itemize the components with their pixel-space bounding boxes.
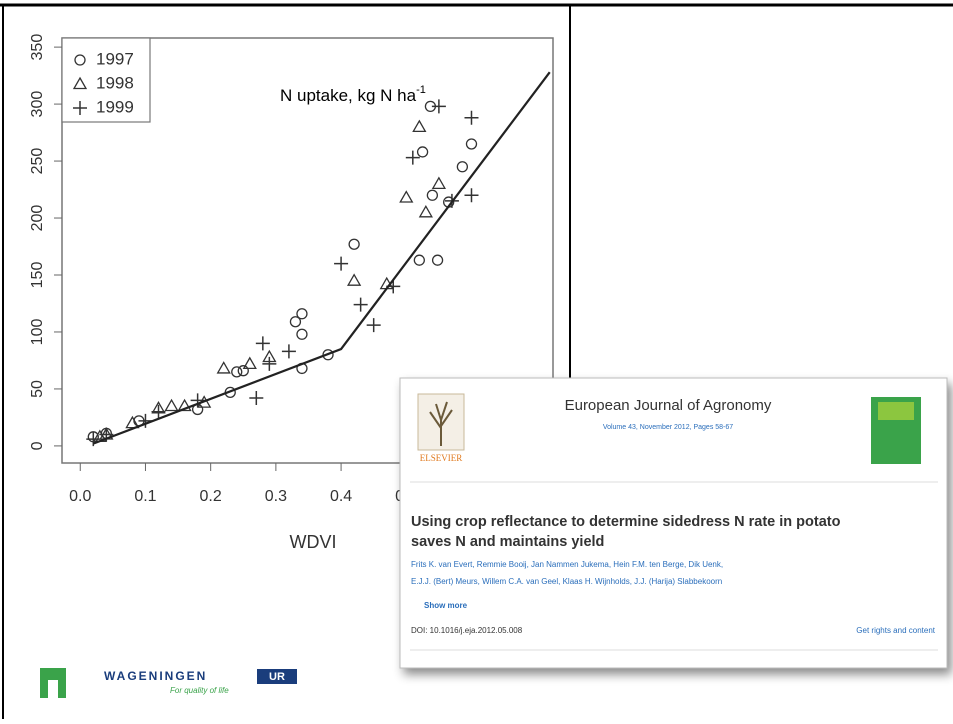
point (432, 99, 446, 113)
y-tick-label: 250 (29, 148, 46, 175)
point (249, 391, 263, 405)
point (433, 255, 443, 265)
point (427, 190, 437, 200)
point (297, 329, 307, 339)
point (464, 188, 478, 202)
cover-band (878, 402, 914, 420)
logo-name: WAGENINGEN (104, 669, 207, 683)
legend-label: 1998 (96, 73, 134, 92)
point (466, 139, 476, 149)
point (334, 257, 348, 271)
y-tick-label: 100 (29, 319, 46, 346)
slide: N uptake, kg N ha-1 WDVI 0.0 0.1 0.2 0.3 0.4… (0, 0, 953, 719)
point (413, 121, 425, 132)
y-tick-label: 0 (29, 441, 46, 450)
y-tick-label: 50 (29, 380, 46, 398)
y-tick-label: 200 (29, 205, 46, 232)
x-axis-label: WDVI (290, 532, 337, 552)
point (457, 162, 467, 172)
point (166, 400, 178, 411)
point (400, 192, 412, 203)
y-tick-label: 300 (29, 91, 46, 118)
point (418, 147, 428, 157)
x-tick-label: 0.2 (200, 488, 222, 505)
point (256, 336, 270, 350)
point (433, 178, 445, 189)
logo-tagline: For quality of life (170, 686, 229, 695)
annotation-sup: -1 (416, 84, 426, 96)
x-tick-label: 0.0 (69, 488, 91, 505)
paper-title-1: Using crop reflectance to determine side… (411, 514, 841, 530)
point (354, 298, 368, 312)
y-tick-label: 150 (29, 262, 46, 289)
paper-title-2: saves N and maintains yield (411, 534, 604, 550)
point (414, 255, 424, 265)
point (348, 275, 360, 286)
point (282, 344, 296, 358)
x-tick-label: 0.4 (330, 488, 352, 505)
x-tick-label: 0.3 (265, 488, 287, 505)
show-more[interactable]: Show more (424, 601, 468, 610)
paper-card: ELSEVIER European Journal of Agronomy Vo… (400, 378, 947, 668)
page: N uptake, kg N ha-1 WDVI 0.0 0.1 0.2 0.3 0.4… (0, 0, 953, 724)
point (238, 366, 248, 376)
y-tick-label: 350 (29, 34, 46, 61)
journal-name: European Journal of Agronomy (565, 397, 772, 414)
point (297, 309, 307, 319)
point (420, 206, 432, 217)
logo-badge: UR (269, 671, 285, 683)
point (349, 239, 359, 249)
point (367, 318, 381, 332)
annotation-text: N uptake, kg N ha (280, 86, 417, 105)
point (218, 362, 230, 373)
x-tick-label: 0.1 (134, 488, 156, 505)
logo-gap (48, 680, 58, 698)
doi: DOI: 10.1016/j.eja.2012.05.008 (411, 626, 523, 635)
rights-link[interactable]: Get rights and content (856, 626, 935, 635)
point (464, 111, 478, 125)
legend-label: 1997 (96, 49, 134, 68)
authors-2: E.J.J. (Bert) Meurs, Willem C.A. van Gee… (411, 577, 722, 586)
authors-1: Frits K. van Evert, Remmie Booij, Jan Na… (411, 560, 723, 569)
legend-label: 1999 (96, 97, 134, 116)
annotation: N uptake, kg N ha-1 (280, 84, 426, 106)
publisher: ELSEVIER (420, 453, 463, 463)
logo: WAGENINGEN UR For quality of life (40, 668, 297, 698)
issue: Volume 43, November 2012, Pages 58-67 (603, 424, 733, 431)
